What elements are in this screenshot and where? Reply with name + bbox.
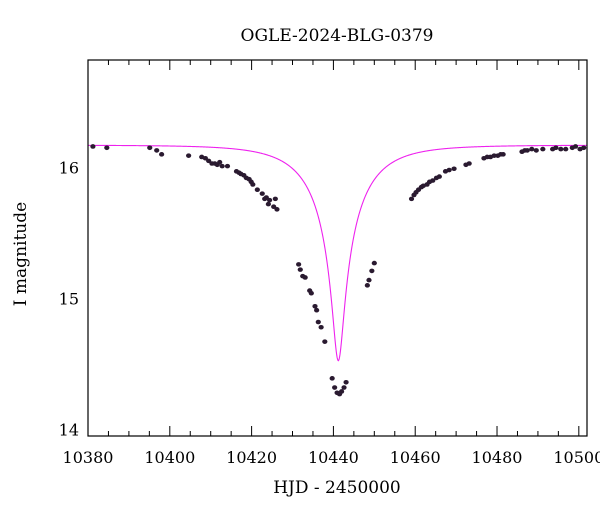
data-point	[322, 339, 328, 344]
data-point	[332, 385, 338, 390]
data-point	[297, 267, 303, 272]
x-tick-label: 10500	[553, 448, 600, 467]
data-point	[296, 262, 302, 267]
data-point	[408, 196, 415, 202]
model-curve	[88, 144, 587, 362]
data-point	[341, 385, 347, 390]
x-tick-label: 10440	[308, 448, 359, 467]
data-point	[369, 268, 375, 274]
data-point	[366, 277, 372, 283]
data-point	[147, 145, 153, 151]
data-point	[446, 167, 452, 173]
data-point	[533, 148, 539, 153]
data-point	[500, 152, 506, 157]
data-point	[371, 260, 377, 266]
y-axis-label: I magnitude	[11, 202, 31, 306]
data-point	[491, 153, 497, 158]
data-point	[529, 146, 535, 152]
y-tick-label: 14	[59, 420, 79, 439]
data-point	[259, 191, 265, 196]
y-tick-label: 16	[59, 158, 79, 177]
data-point	[250, 182, 256, 187]
model-curve-layer	[88, 144, 587, 362]
data-point	[314, 307, 320, 313]
data-point	[219, 163, 225, 169]
data-point	[364, 283, 370, 288]
data-point	[430, 178, 436, 183]
data-point	[186, 153, 192, 158]
data-point	[254, 187, 260, 192]
x-axis-label: HJD - 2450000	[273, 478, 401, 498]
data-point	[302, 275, 308, 280]
data-point	[308, 290, 314, 296]
data-point	[581, 145, 587, 151]
data-point	[338, 389, 345, 394]
x-tick-label: 10400	[144, 448, 195, 467]
data-point	[265, 201, 271, 207]
x-tick-label: 10380	[63, 448, 114, 467]
plot-frame	[87, 59, 588, 437]
data-point	[436, 174, 442, 179]
data-point	[558, 146, 564, 152]
data-point	[466, 161, 472, 166]
tick-labels-layer: 10380 10400 10420 10440 10460 10480 10500 14 15 1…	[59, 158, 600, 467]
data-point	[267, 197, 273, 203]
data-point	[524, 148, 530, 153]
data-point	[315, 319, 321, 325]
data-point	[274, 207, 280, 212]
x-tick-label: 10480	[472, 448, 523, 467]
data-point	[451, 166, 457, 172]
data-points-layer	[90, 144, 587, 397]
y-tick-label: 15	[59, 289, 79, 308]
data-point	[553, 145, 559, 151]
x-tick-label: 10420	[226, 448, 277, 467]
data-point	[104, 145, 110, 151]
data-point	[540, 146, 546, 152]
data-point	[159, 152, 165, 157]
data-point	[224, 163, 231, 169]
data-point	[217, 159, 223, 165]
data-point	[329, 376, 335, 381]
data-point	[343, 379, 349, 385]
data-point	[272, 196, 278, 202]
data-point	[318, 324, 324, 330]
data-point	[154, 148, 160, 153]
data-point	[572, 144, 579, 149]
data-point	[563, 146, 569, 152]
data-point	[90, 144, 96, 149]
chart-title: OGLE-2024-BLG-0379	[241, 26, 434, 46]
data-point	[312, 304, 318, 309]
x-tick-label: 10460	[390, 448, 441, 467]
